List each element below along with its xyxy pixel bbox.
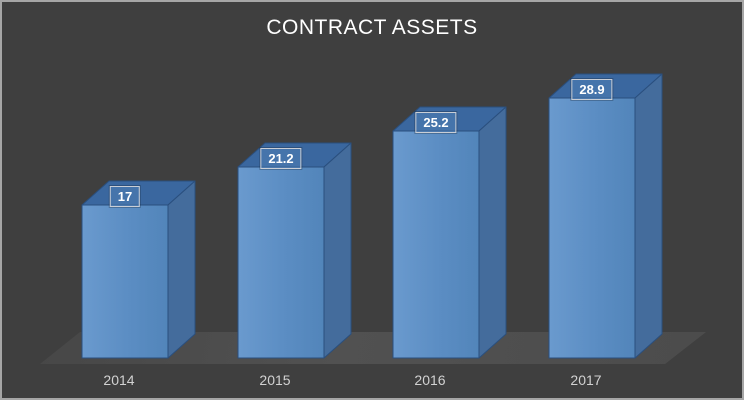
bar-side-face — [634, 73, 663, 359]
category-label-2015: 2015 — [259, 372, 291, 388]
bar-front-face — [392, 130, 480, 359]
data-label-2016: 25.2 — [415, 112, 457, 133]
category-label-2016: 2016 — [414, 372, 446, 388]
bar-2017 — [548, 73, 663, 359]
bar-front-face — [237, 166, 325, 359]
bar-side-face — [323, 142, 352, 359]
bar-front-face — [548, 97, 636, 359]
bar-side-face — [478, 106, 507, 359]
category-label-2017: 2017 — [570, 372, 602, 388]
bar-2015 — [237, 142, 352, 359]
bar-side-face — [167, 180, 196, 359]
bar-2016 — [392, 106, 507, 359]
data-label-2014: 17 — [109, 186, 141, 207]
category-label-2014: 2014 — [103, 372, 135, 388]
data-label-2017: 28.9 — [571, 79, 613, 100]
data-label-2015: 21.2 — [260, 148, 302, 169]
bar-front-face — [81, 204, 169, 359]
chart-title: CONTRACT ASSETS — [266, 16, 478, 39]
